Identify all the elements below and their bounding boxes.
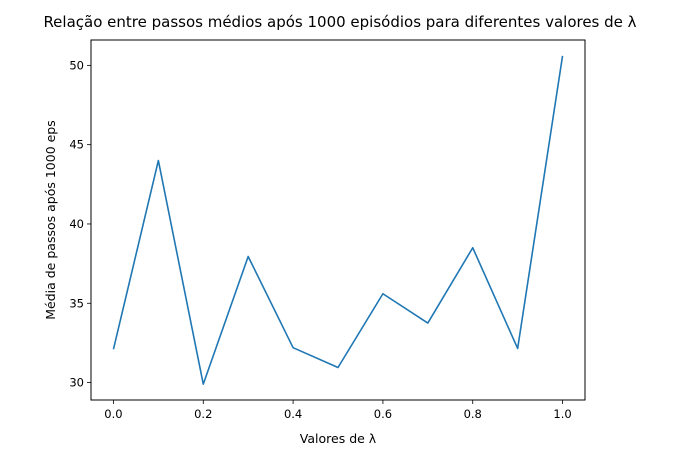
- y-tick-label: 50: [69, 58, 84, 72]
- y-tick-label: 35: [69, 296, 84, 310]
- x-axis: 0.0 0.2 0.4 0.6 0.8 1.0: [104, 400, 572, 421]
- y-axis: 30 35 40 45 50: [69, 58, 91, 390]
- x-tick-label: 0.8: [464, 407, 482, 421]
- y-tick-label: 30: [69, 376, 84, 390]
- x-tick-label: 0.4: [284, 407, 302, 421]
- chart-title: Relação entre passos médios após 1000 ep…: [43, 13, 636, 31]
- plot-background: [90, 39, 586, 401]
- x-axis-label: Valores de λ: [300, 431, 377, 446]
- x-tick-label: 1.0: [553, 407, 571, 421]
- y-tick-label: 45: [69, 138, 84, 152]
- plot-area: [90, 39, 586, 401]
- series-line: [112, 55, 564, 385]
- series-layer: [112, 55, 564, 385]
- y-tick-label: 40: [69, 217, 84, 231]
- x-tick-label: 0.6: [374, 407, 392, 421]
- y-axis-label: Média de passos após 1000 eps: [43, 120, 58, 320]
- x-tick-label: 0.0: [104, 407, 122, 421]
- x-tick-label: 0.2: [194, 407, 212, 421]
